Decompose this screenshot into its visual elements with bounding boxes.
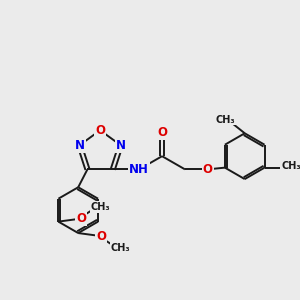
Text: NH: NH [129,163,149,176]
Text: CH₃: CH₃ [110,242,130,253]
Text: N: N [116,139,126,152]
Text: O: O [96,230,106,243]
Text: O: O [76,212,86,225]
Text: O: O [157,126,167,139]
Text: O: O [95,124,105,137]
Text: CH₃: CH₃ [91,202,110,212]
Text: N: N [75,139,85,152]
Text: O: O [203,163,213,176]
Text: CH₃: CH₃ [215,115,235,124]
Text: CH₃: CH₃ [281,160,300,170]
